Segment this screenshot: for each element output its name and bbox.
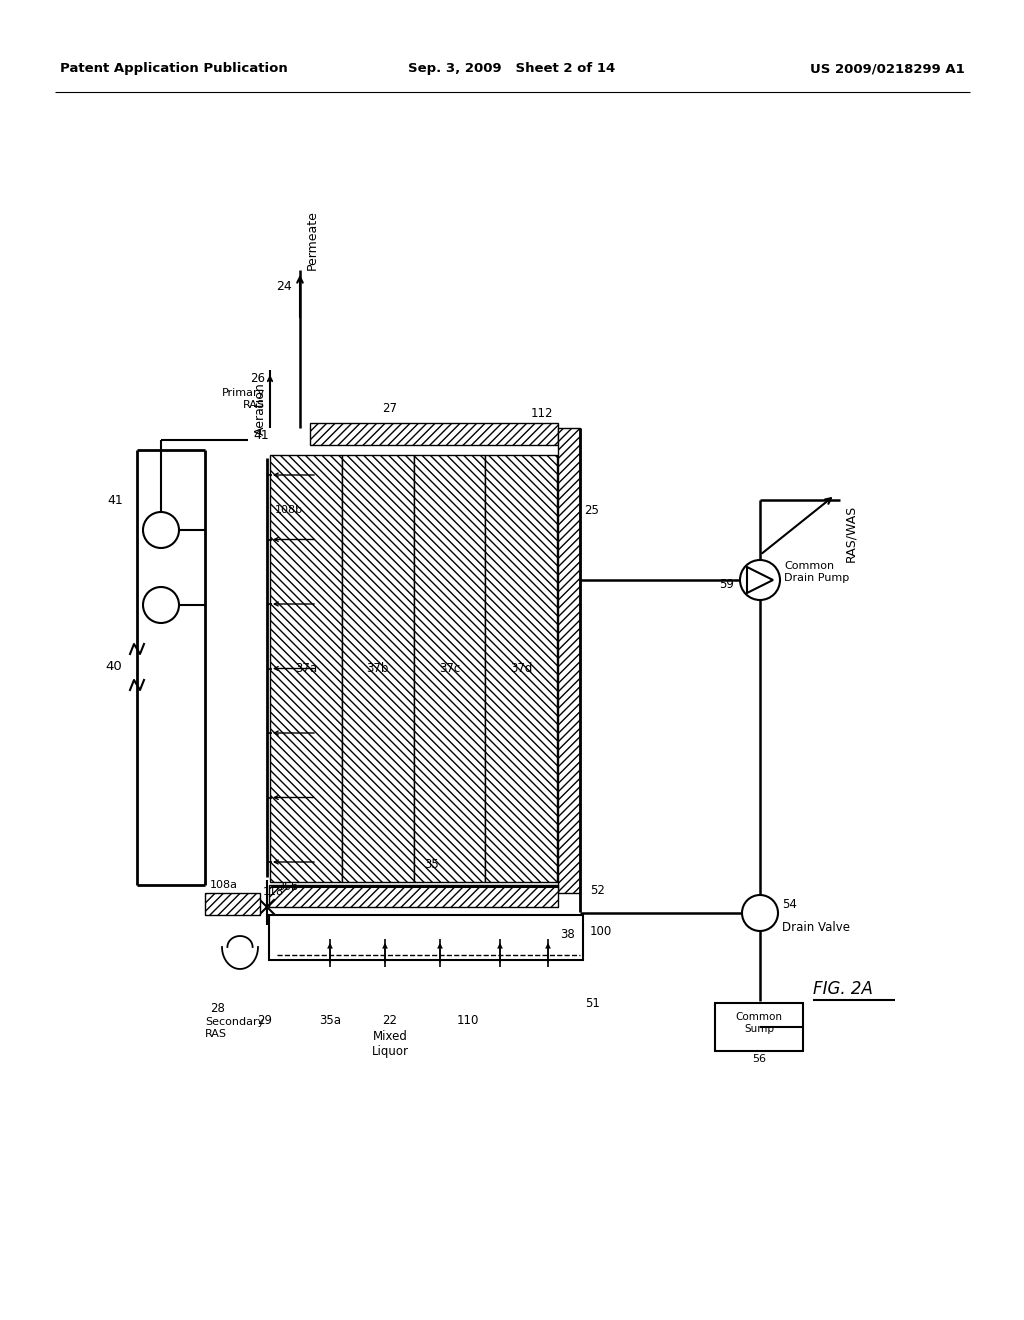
Text: Secondary
RAS: Secondary RAS [205, 1016, 264, 1039]
Text: Patent Application Publication: Patent Application Publication [60, 62, 288, 75]
Text: 100: 100 [590, 925, 612, 939]
Text: 22: 22 [383, 1014, 397, 1027]
Text: 38: 38 [560, 928, 575, 941]
Bar [270, 455, 342, 882]
Text: 108b: 108b [275, 506, 303, 515]
Circle shape [740, 560, 780, 601]
Text: 35b: 35b [278, 882, 298, 892]
Text: 24: 24 [276, 280, 292, 293]
Text: Drain Valve: Drain Valve [782, 921, 850, 935]
Text: RAS/WAS: RAS/WAS [844, 506, 857, 562]
Circle shape [143, 512, 179, 548]
Text: Common
Drain Pump: Common Drain Pump [784, 561, 849, 583]
Text: 28: 28 [210, 1002, 225, 1015]
Text: 59: 59 [719, 578, 734, 591]
Text: 37c: 37c [438, 663, 460, 675]
Text: 37a: 37a [295, 663, 317, 675]
Bar [485, 455, 557, 882]
Text: 51: 51 [585, 997, 600, 1010]
Bar [414, 455, 485, 882]
Text: 56: 56 [752, 1053, 766, 1064]
Text: Aeration: Aeration [254, 383, 267, 436]
Bar [342, 455, 414, 882]
Text: 54: 54 [782, 899, 797, 912]
Text: 41: 41 [106, 494, 123, 507]
Text: 25: 25 [584, 503, 599, 516]
Text: 118: 118 [263, 887, 284, 898]
Circle shape [742, 895, 778, 931]
Polygon shape [746, 568, 773, 593]
Text: Permeate: Permeate [306, 210, 319, 271]
Text: 29: 29 [257, 1014, 272, 1027]
Text: 35: 35 [425, 858, 439, 871]
Text: 37b: 37b [367, 663, 389, 675]
Text: Sep. 3, 2009   Sheet 2 of 14: Sep. 3, 2009 Sheet 2 of 14 [409, 62, 615, 75]
Bar [269, 915, 583, 960]
Text: 108a: 108a [210, 880, 238, 890]
Bar [269, 915, 558, 937]
Bar [205, 894, 260, 915]
Circle shape [143, 587, 179, 623]
Text: 35a: 35a [319, 1014, 341, 1027]
Text: 37d: 37d [510, 663, 532, 675]
Text: 112: 112 [530, 407, 553, 420]
Text: 52: 52 [590, 884, 605, 898]
Bar [310, 422, 558, 445]
Bar [715, 1003, 803, 1051]
Text: Primary
RAS: Primary RAS [222, 388, 265, 409]
Bar [269, 884, 558, 907]
Text: 27: 27 [383, 403, 397, 414]
Text: 41: 41 [253, 429, 268, 442]
Text: Common
Sump: Common Sump [735, 1012, 782, 1034]
Text: 26: 26 [250, 372, 265, 385]
Text: 110: 110 [457, 1014, 479, 1027]
Text: US 2009/0218299 A1: US 2009/0218299 A1 [810, 62, 965, 75]
Text: FIG. 2A: FIG. 2A [813, 979, 872, 998]
Text: Mixed
Liquor: Mixed Liquor [372, 1030, 409, 1059]
Bar [558, 428, 580, 894]
Text: 40: 40 [105, 660, 122, 673]
